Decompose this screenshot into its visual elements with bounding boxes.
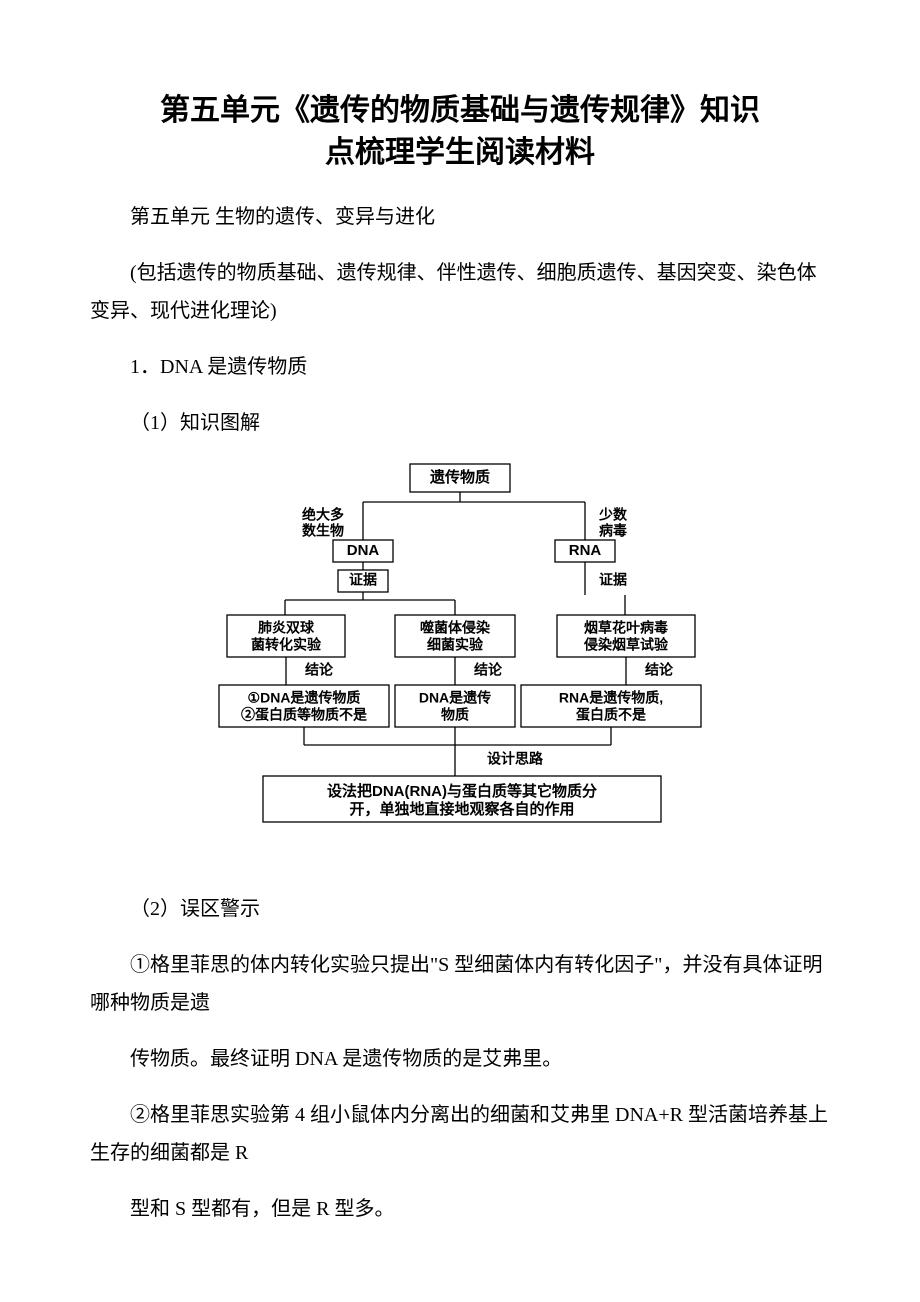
paragraph-7: 传物质。最终证明 DNA 是遗传物质的是艾弗里。 [90, 1040, 830, 1078]
flowchart-diagram: ⬡ CX 遗传物质 绝大多 数生物 少数 病毒 DNA RNA 证据 证据 肺炎… [90, 460, 830, 860]
node-c1-l1: ①DNA是遗传物质 [248, 690, 361, 706]
title-line-2: 点梳理学生阅读材料 [90, 132, 830, 174]
node-exp1-l1: 肺炎双球 [258, 620, 315, 636]
paragraph-2: (包括遗传的物质基础、遗传规律、伴性遗传、细胞质遗传、基因突变、染色体变异、现代… [90, 254, 830, 330]
paragraph-3: 1．DNA 是遗传物质 [90, 348, 830, 386]
branch-left-l1: 绝大多 [302, 507, 344, 523]
paragraph-1: 第五单元 生物的遗传、变异与进化 [90, 198, 830, 236]
label-conclusion-1: 结论 [305, 662, 334, 678]
node-c1-l2: ②蛋白质等物质不是 [241, 707, 368, 723]
node-dna: DNA [347, 542, 380, 559]
paragraph-9: 型和 S 型都有，但是 R 型多。 [90, 1190, 830, 1228]
node-exp1-l2: 菌转化实验 [251, 637, 322, 653]
node-rna: RNA [569, 542, 602, 559]
paragraph-8: ②格里菲思实验第 4 组小鼠体内分离出的细菌和艾弗里 DNA+R 型活菌培养基上… [90, 1096, 830, 1172]
paragraph-5: （2）误区警示 [90, 890, 830, 928]
branch-right-l2: 病毒 [599, 523, 627, 539]
label-conclusion-3: 结论 [645, 662, 674, 678]
node-top: 遗传物质 [429, 468, 490, 486]
node-exp3-l2: 侵染烟草试验 [583, 637, 669, 653]
node-exp2-l1: 噬菌体侵染 [420, 620, 491, 636]
node-c3-l1: RNA是遗传物质, [559, 690, 663, 706]
node-bottom-l1: 设法把DNA(RNA)与蛋白质等其它物质分 [327, 782, 597, 800]
node-c2-l2: 物质 [441, 707, 469, 723]
node-exp3-l1: 烟草花叶病毒 [584, 620, 668, 636]
node-evidence-right: 证据 [599, 572, 627, 588]
node-c2-l1: DNA是遗传 [419, 690, 491, 706]
branch-left-l2: 数生物 [302, 523, 344, 539]
paragraph-4: （1）知识图解 [90, 404, 830, 442]
node-c3-l2: 蛋白质不是 [576, 707, 647, 723]
node-evidence-left: 证据 [349, 572, 377, 588]
node-bottom-l2: 开，单独地直接地观察各自的作用 [349, 800, 574, 818]
node-exp2-l2: 细菌实验 [427, 637, 484, 653]
title-line-1: 第五单元《遗传的物质基础与遗传规律》知识 [90, 90, 830, 132]
label-design: 设计思路 [487, 751, 544, 767]
paragraph-6: ①格里菲思的体内转化实验只提出"S 型细菌体内有转化因子"，并没有具体证明哪种物… [90, 946, 830, 1022]
branch-right-l1: 少数 [598, 507, 628, 523]
label-conclusion-2: 结论 [474, 662, 503, 678]
